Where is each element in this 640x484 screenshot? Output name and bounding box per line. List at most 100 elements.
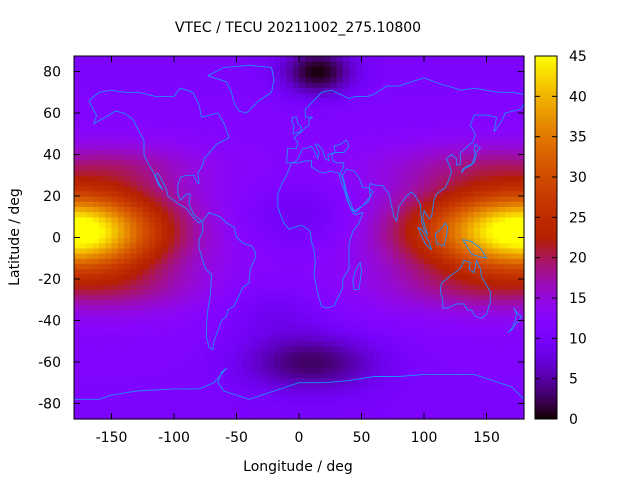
heatmap-cell [86,128,94,135]
heatmap-cell [86,330,94,337]
heatmap-cell [474,113,481,119]
heatmap-cell [405,330,413,337]
heatmap-cell [124,387,131,394]
heatmap-cell [199,211,206,218]
heatmap-cell [486,356,494,363]
heatmap-cell [374,403,381,410]
heatmap-cell [80,71,88,78]
heatmap-cell [330,81,338,88]
heatmap-cell [267,310,275,316]
heatmap-cell [349,221,356,228]
heatmap-cell [186,237,194,244]
heatmap-cell [374,408,381,415]
heatmap-cell [149,154,156,161]
heatmap-cell [336,408,344,415]
heatmap-cell [361,377,369,384]
heatmap-cell [249,403,256,410]
heatmap-cell [142,330,150,337]
heatmap-cell [117,315,125,322]
heatmap-cell [192,330,200,337]
heatmap-cell [186,304,194,311]
heatmap-cell [374,133,381,140]
heatmap-cell [280,164,288,171]
heatmap-cell [355,268,363,275]
heatmap-cell [411,315,419,322]
heatmap-cell [217,237,225,244]
heatmap-cell [236,185,244,192]
heatmap-cell [174,216,181,223]
heatmap-cell [136,138,144,145]
heatmap-cell [92,253,100,259]
heatmap-cell [311,247,319,254]
heatmap-cell [236,71,244,78]
heatmap-cell [349,227,356,233]
heatmap-cell [361,361,369,368]
heatmap-cell [361,346,369,353]
heatmap-cell [255,170,263,176]
heatmap-cell [192,81,200,88]
heatmap-cell [124,190,131,197]
heatmap-cell [105,180,113,187]
heatmap-cell [255,164,263,171]
heatmap-cell [217,170,225,176]
heatmap-cell [130,315,138,322]
heatmap-cell [242,123,250,130]
heatmap-cell [480,398,488,405]
heatmap-cell [367,289,375,296]
heatmap-cell [342,299,350,306]
heatmap-cell [74,330,81,337]
heatmap-cell [367,336,375,342]
heatmap-cell [342,398,350,405]
heatmap-cell [192,66,200,73]
heatmap-cell [330,377,338,384]
heatmap-cell [486,144,494,150]
heatmap-cell [249,170,256,176]
heatmap-cell [355,81,363,88]
heatmap-cell [230,201,238,207]
heatmap-cell [161,61,169,67]
heatmap-cell [517,299,525,306]
heatmap-cell [467,81,475,88]
heatmap-cell [80,185,88,192]
heatmap-cell [224,97,231,104]
heatmap-cell [149,294,156,301]
heatmap-cell [155,387,163,394]
heatmap-cell [174,118,181,125]
heatmap-cell [180,164,188,171]
heatmap-cell [355,221,363,228]
heatmap-cell [130,159,138,166]
heatmap-cell [380,258,388,265]
heatmap-cell [511,133,519,140]
heatmap-cell [461,138,469,145]
heatmap-cell [130,393,138,399]
heatmap-cell [342,133,350,140]
heatmap-cell [249,128,256,135]
heatmap-cell [474,232,481,239]
heatmap-cell [367,211,375,218]
heatmap-cell [80,76,88,83]
heatmap-cell [186,159,194,166]
heatmap-cell [336,294,344,301]
heatmap-cell [161,361,169,368]
heatmap-cell [317,299,325,306]
heatmap-cell [480,185,488,192]
heatmap-cell [192,76,200,83]
heatmap-cell [486,382,494,389]
heatmap-cell [449,81,456,88]
heatmap-cell [92,232,100,239]
heatmap-cell [74,284,81,290]
heatmap-cell [136,330,144,337]
heatmap-cell [274,113,281,119]
heatmap-cell [505,66,513,73]
heatmap-cell [299,284,306,290]
heatmap-cell [430,81,438,88]
heatmap-cell [86,102,94,109]
heatmap-cell [161,346,169,353]
heatmap-cell [136,247,144,254]
heatmap-cell [174,253,181,259]
heatmap-cell [242,175,250,182]
heatmap-cell [117,159,125,166]
heatmap-cell [261,273,269,280]
heatmap-cell [111,413,119,420]
heatmap-cell [449,325,456,332]
